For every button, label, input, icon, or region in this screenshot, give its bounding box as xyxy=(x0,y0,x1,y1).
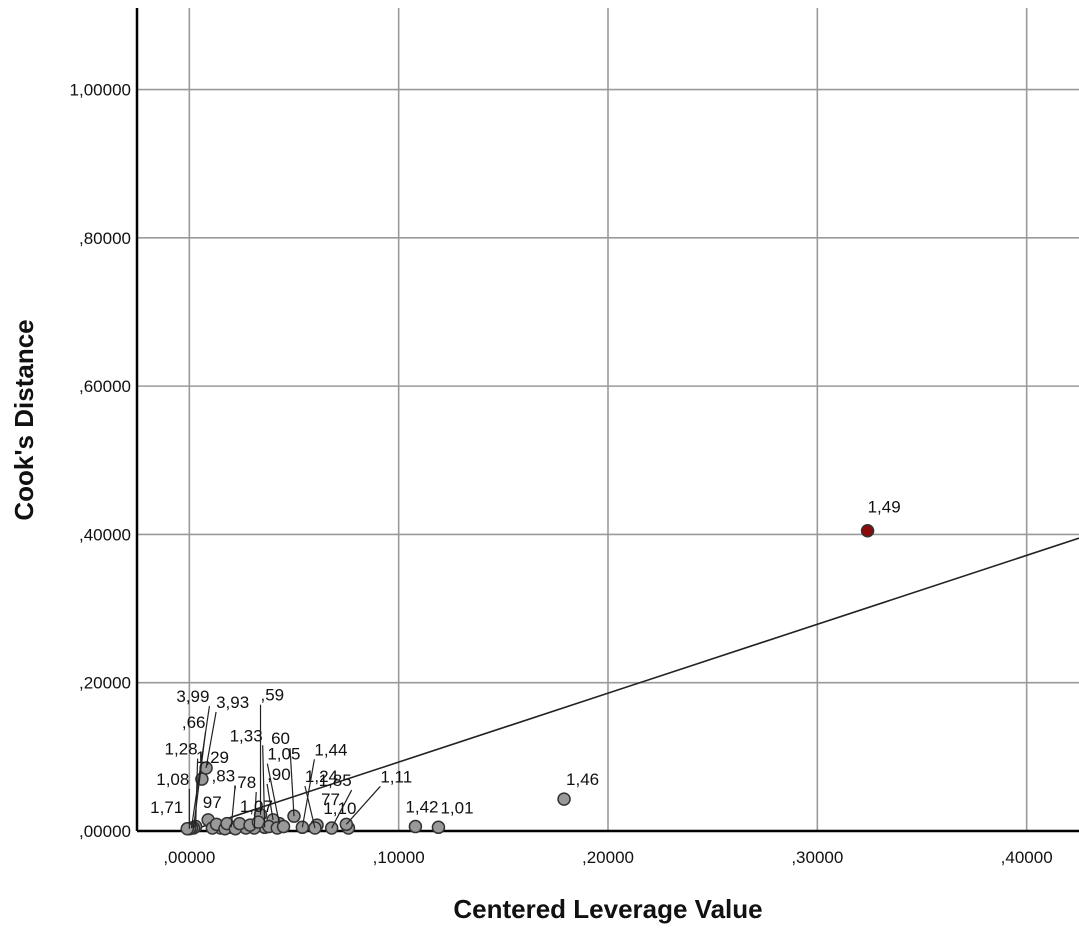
point-label: 1,01 xyxy=(440,798,473,817)
y-axis-label: Cook's Distance xyxy=(9,319,39,520)
point-label: 1,28 xyxy=(165,740,198,759)
leader-line xyxy=(262,745,266,828)
data-point xyxy=(431,820,446,835)
point-label: 1,10 xyxy=(323,799,356,818)
point-label: 1,08 xyxy=(156,770,189,789)
leader-line xyxy=(190,705,211,829)
data-point xyxy=(860,523,875,538)
data-point xyxy=(276,819,291,834)
point-label: 3,99 xyxy=(176,687,209,706)
leader-line xyxy=(230,785,236,828)
point-label: 1,49 xyxy=(868,498,901,517)
point-label: ,59 xyxy=(261,686,285,705)
leader-line xyxy=(205,711,217,769)
point-label: 1,29 xyxy=(196,748,229,767)
data-points xyxy=(180,523,875,836)
x-tick-label: ,30000 xyxy=(791,848,843,867)
x-tick-label: ,00000 xyxy=(163,848,215,867)
data-point xyxy=(408,819,423,834)
point-label: 1,85 xyxy=(319,771,352,790)
point-label: 1,11 xyxy=(380,767,412,786)
point-label: 1,44 xyxy=(314,740,347,759)
point-label: ,83 xyxy=(212,766,236,785)
x-tick-label: ,20000 xyxy=(582,848,634,867)
data-point xyxy=(557,792,571,806)
point-label: 77 xyxy=(321,790,340,809)
leader-line xyxy=(331,789,353,829)
point-label: 1,71 xyxy=(150,798,183,817)
point-label: 97 xyxy=(203,793,222,812)
point-label: ,78 xyxy=(233,773,257,792)
leader-line xyxy=(266,783,274,820)
tick-labels: ,00000 ,10000 ,20000 ,30000 ,40000 ,00000 ,200… xyxy=(70,81,1053,867)
point-label: 60 xyxy=(271,729,290,748)
point-label: 3,93 xyxy=(216,693,249,712)
grid xyxy=(137,8,1079,832)
y-tick-label: ,40000 xyxy=(79,525,131,544)
leader-line xyxy=(253,792,257,829)
x-axis-label: Centered Leverage Value xyxy=(453,894,762,924)
leader-line xyxy=(345,785,381,825)
leader-line xyxy=(301,759,315,828)
point-label: ,90 xyxy=(267,765,291,784)
point-label: 1,46 xyxy=(566,770,599,789)
leader-line xyxy=(266,763,280,824)
point-label: 1,42 xyxy=(405,798,438,817)
y-tick-label: ,60000 xyxy=(79,377,131,396)
fit-line xyxy=(189,537,1079,832)
leader-line xyxy=(304,785,316,829)
y-tick-label: 1,00000 xyxy=(70,81,131,100)
point-label: 1,33 xyxy=(230,726,263,745)
y-tick-label: ,00000 xyxy=(79,822,131,841)
y-tick-label: ,20000 xyxy=(79,674,131,693)
point-label: 1,05 xyxy=(267,745,300,764)
point-label: 1,24 xyxy=(305,767,338,786)
data-point xyxy=(180,822,194,836)
leader-line xyxy=(289,748,295,817)
axes xyxy=(135,8,1079,833)
x-tick-label: ,10000 xyxy=(373,848,425,867)
point-label: 1,07 xyxy=(240,797,273,816)
fit-line-layer xyxy=(189,537,1079,832)
x-tick-label: ,40000 xyxy=(1001,848,1053,867)
point-label: ,66 xyxy=(182,713,206,732)
y-tick-label: ,80000 xyxy=(79,229,131,248)
